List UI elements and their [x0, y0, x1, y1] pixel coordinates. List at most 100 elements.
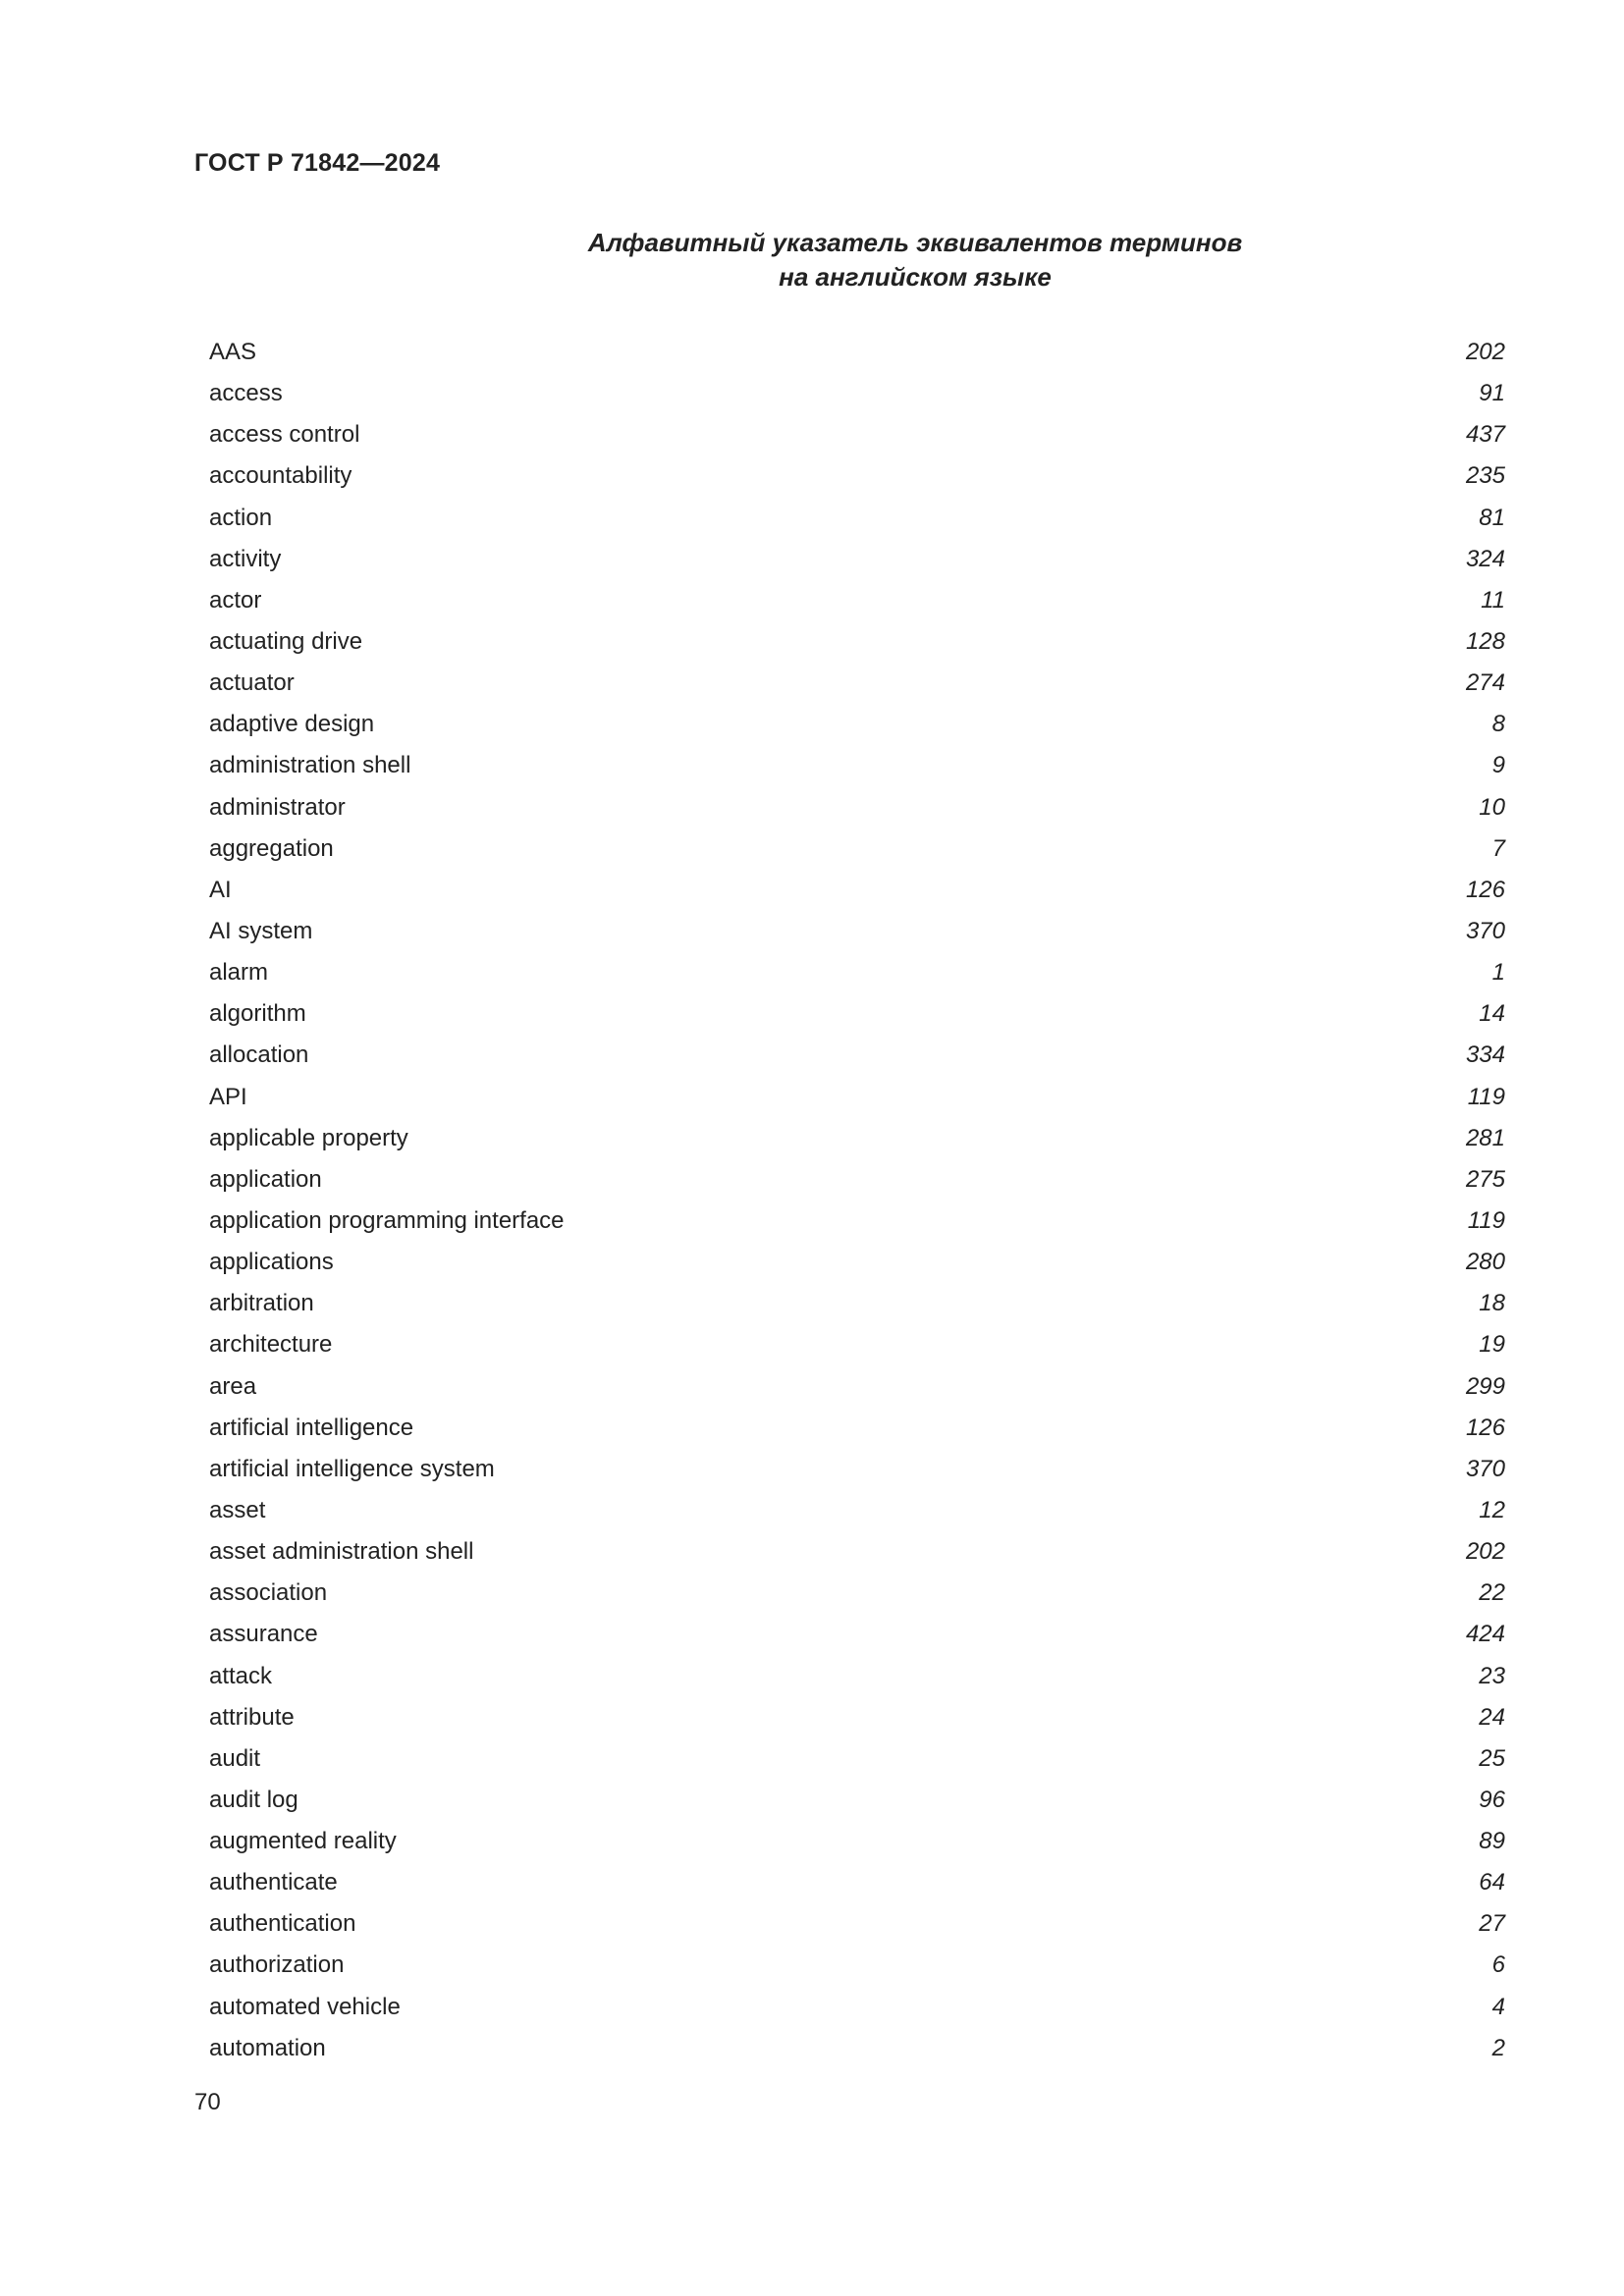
index-term: actuating drive	[209, 627, 363, 655]
index-page-ref: 12	[1479, 1496, 1505, 1523]
index-page-ref: 126	[1465, 1414, 1505, 1441]
index-term: access control	[209, 421, 360, 449]
index-term: architecture	[209, 1331, 333, 1359]
index-page-ref: 119	[1467, 1206, 1505, 1234]
index-page-ref: 25	[1479, 1744, 1505, 1772]
index-entry: authorization 6	[209, 1945, 1505, 1986]
index-entry: automation 2	[209, 2028, 1505, 2069]
index-page-ref: 10	[1479, 793, 1505, 821]
index-entry: authenticate 64	[209, 1862, 1505, 1903]
index-page-ref: 6	[1491, 1951, 1505, 1979]
index-term: assurance	[209, 1621, 318, 1648]
index-term: algorithm	[209, 1000, 306, 1028]
index-entry: applicable property 281	[209, 1118, 1505, 1159]
index-term: AI system	[209, 917, 313, 944]
index-entry: artificial intelligence 126	[209, 1408, 1505, 1449]
index-term: attribute	[209, 1703, 295, 1731]
index-entry: administration shell 9	[209, 745, 1505, 786]
index-page-ref: 23	[1479, 1662, 1505, 1689]
index-term: administration shell	[209, 752, 411, 779]
index-entry: adaptive design 8	[209, 704, 1505, 745]
index-entry: assurance 424	[209, 1614, 1505, 1655]
index-page-ref: 334	[1465, 1041, 1505, 1069]
index-entry: application programming interface 119	[209, 1201, 1505, 1242]
index-page-ref: 275	[1465, 1165, 1505, 1193]
index-term: AI	[209, 876, 232, 903]
index-page-ref: 1	[1491, 959, 1505, 987]
index-term: audit log	[209, 1786, 298, 1813]
index-page-ref: 324	[1465, 545, 1505, 572]
index-entry: administrator 10	[209, 787, 1505, 828]
index-term: actor	[209, 586, 262, 614]
index-term: arbitration	[209, 1290, 314, 1317]
index-page-ref: 126	[1465, 876, 1505, 903]
index-page-ref: 235	[1465, 462, 1505, 490]
index-term: attack	[209, 1662, 273, 1689]
index-page-ref: 2	[1491, 2034, 1505, 2061]
index-term: area	[209, 1372, 257, 1400]
index-entry: access 91	[209, 373, 1505, 414]
index-page-ref: 9	[1491, 752, 1505, 779]
index-page-ref: 22	[1479, 1579, 1505, 1607]
index-page-ref: 424	[1465, 1621, 1505, 1648]
index-page-ref: 4	[1491, 1993, 1505, 2020]
index-term: accountability	[209, 462, 352, 490]
index-page-ref: 281	[1465, 1124, 1505, 1151]
index-entry: artificial intelligence system 370	[209, 1449, 1505, 1490]
index-page-ref: 96	[1479, 1786, 1505, 1813]
index-title-line-2: на английском языке	[779, 262, 1052, 292]
index-term: applicable property	[209, 1124, 408, 1151]
index-term: administrator	[209, 793, 346, 821]
index-term: alarm	[209, 959, 269, 987]
index-entry: actuating drive 128	[209, 621, 1505, 663]
index-term: authenticate	[209, 1869, 338, 1896]
index-title-line-1: Алфавитный указатель эквивалентов термин…	[587, 228, 1243, 257]
index-page-ref: 370	[1465, 1455, 1505, 1482]
page-number: 70	[194, 2089, 221, 2115]
index-page-ref: 280	[1465, 1249, 1505, 1276]
index-list: AAS 202 access 91 access control 437 accountab…	[209, 332, 1505, 2069]
index-entry: allocation 334	[209, 1035, 1505, 1076]
index-term: action	[209, 504, 273, 531]
index-page-ref: 202	[1465, 1538, 1505, 1566]
index-page-ref: 11	[1481, 586, 1505, 614]
index-page-ref: 7	[1491, 834, 1505, 862]
index-entry: actor 11	[209, 580, 1505, 621]
index-page-ref: 8	[1491, 711, 1505, 738]
index-page-ref: 89	[1479, 1828, 1505, 1855]
index-page-ref: 81	[1479, 504, 1505, 531]
index-page-ref: 18	[1479, 1290, 1505, 1317]
index-entry: applications 280	[209, 1242, 1505, 1283]
index-entry: authentication 27	[209, 1903, 1505, 1945]
index-entry: architecture 19	[209, 1324, 1505, 1365]
index-page-ref: 299	[1465, 1372, 1505, 1400]
index-entry: AI 126	[209, 870, 1505, 911]
index-term: automation	[209, 2034, 326, 2061]
index-entry: API 119	[209, 1077, 1505, 1118]
index-entry: asset 12	[209, 1490, 1505, 1531]
index-page-ref: 19	[1479, 1331, 1505, 1359]
index-term: access	[209, 380, 283, 407]
index-page-ref: 91	[1479, 380, 1505, 407]
index-term: API	[209, 1083, 247, 1110]
document-header: ГОСТ Р 71842—2024	[194, 149, 441, 177]
index-entry: automated vehicle 4	[209, 1987, 1505, 2028]
index-entry: access control 437	[209, 414, 1505, 455]
index-page-ref: 14	[1479, 1000, 1505, 1028]
index-entry: action 81	[209, 498, 1505, 539]
index-entry: area 299	[209, 1366, 1505, 1408]
index-page-ref: 370	[1465, 917, 1505, 944]
index-term: authorization	[209, 1951, 345, 1979]
index-entry: alarm 1	[209, 952, 1505, 993]
index-entry: application 275	[209, 1159, 1505, 1201]
index-term: asset	[209, 1496, 266, 1523]
index-entry: activity 324	[209, 539, 1505, 580]
index-entry: aggregation 7	[209, 828, 1505, 870]
index-page-ref: 128	[1465, 627, 1505, 655]
index-entry: attribute 24	[209, 1697, 1505, 1738]
index-term: augmented reality	[209, 1828, 397, 1855]
index-entry: audit log 96	[209, 1780, 1505, 1821]
index-entry: AAS 202	[209, 332, 1505, 373]
index-term: artificial intelligence	[209, 1414, 414, 1441]
index-term: applications	[209, 1249, 334, 1276]
